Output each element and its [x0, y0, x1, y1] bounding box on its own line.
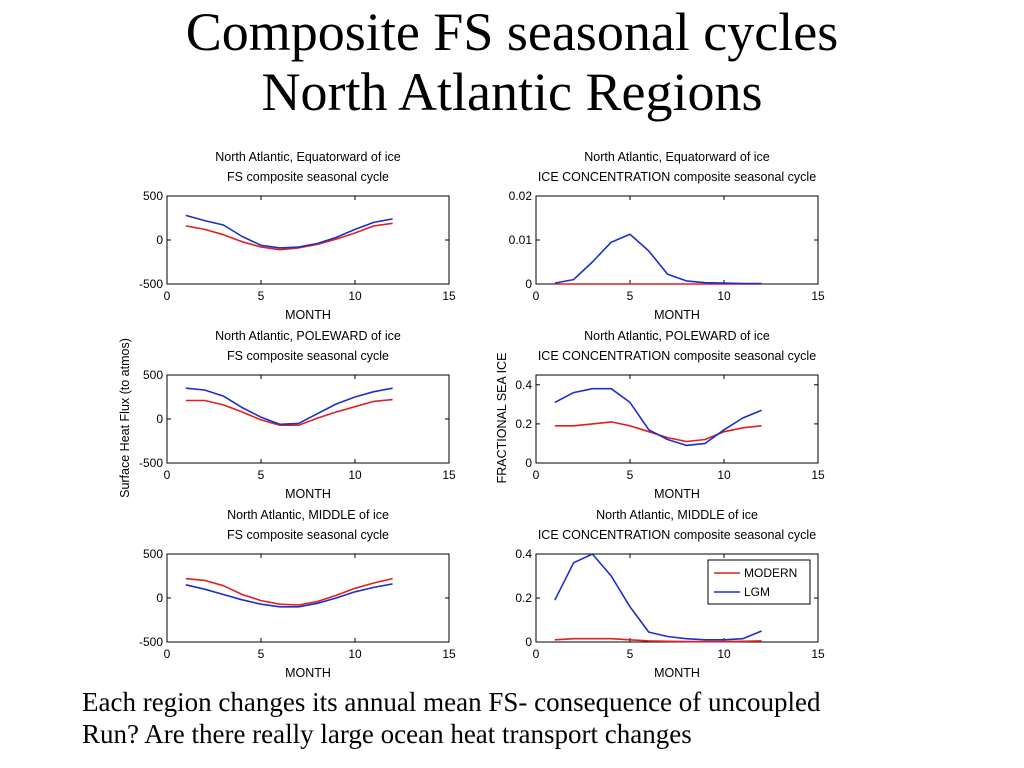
slide-title-line1: Composite FS seasonal cycles — [185, 2, 839, 62]
chart-6-xlabel: MONTH — [654, 666, 700, 680]
chart-2-xtick-label: 15 — [811, 289, 825, 303]
chart-3-xtick-label: 0 — [164, 468, 171, 482]
left-ylabel: Surface Heat Flux (to atmos) — [118, 338, 132, 498]
chart-4-xtick-label: 0 — [533, 468, 540, 482]
chart-2-title-line2: ICE CONCENTRATION composite seasonal cyc… — [538, 170, 816, 184]
chart-6-ytick-label: 0 — [525, 635, 532, 649]
chart-3-xlabel: MONTH — [285, 487, 331, 501]
chart-3-xtick-label: 15 — [442, 468, 456, 482]
right-ylabel: FRACTIONAL SEA ICE — [495, 353, 509, 484]
chart-2-xtick-label: 10 — [717, 289, 731, 303]
chart-4-ytick-label: 0.2 — [515, 417, 532, 431]
chart-3-title-line2: FS composite seasonal cycle — [227, 349, 389, 363]
chart-6-series-lgm-line — [554, 553, 762, 641]
chart-1-xtick-label: 0 — [164, 289, 171, 303]
chart-6-title-line2: ICE CONCENTRATION composite seasonal cyc… — [538, 528, 816, 542]
chart-2-title-line1: North Atlantic, Equatorward of ice — [584, 150, 770, 164]
chart-5-ytick-label: -500 — [139, 635, 163, 649]
caption-line2: Run? Are there really large ocean heat t… — [82, 719, 692, 749]
chart-1-title-line1: North Atlantic, Equatorward of ice — [215, 150, 401, 164]
chart-2-xtick-label: 0 — [533, 289, 540, 303]
chart-1-series-lgm-line — [185, 214, 393, 249]
chart-2-ytick-label: 0.02 — [509, 189, 533, 203]
chart-5-ytick-label: 500 — [143, 547, 163, 561]
chart-6-title-line1: North Atlantic, MIDDLE of ice — [596, 508, 758, 522]
chart-4-xtick-label: 10 — [717, 468, 731, 482]
chart-2-ytick-label: 0.01 — [509, 233, 533, 247]
chart-6-legend-label-lgm: LGM — [744, 585, 770, 599]
slide-title: Composite FS seasonal cycles North Atlan… — [0, 2, 1024, 122]
chart-4-xtick-label: 15 — [811, 468, 825, 482]
chart-1-xtick-label: 10 — [348, 289, 362, 303]
chart-3-xtick-label: 5 — [258, 468, 265, 482]
chart-4-xtick-label: 5 — [627, 468, 634, 482]
chart-2-xtick-label: 5 — [627, 289, 634, 303]
chart-5-xlabel: MONTH — [285, 666, 331, 680]
chart-3-xtick-label: 10 — [348, 468, 362, 482]
chart-6-xtick-label: 5 — [627, 647, 634, 661]
chart-4-ytick-label: 0 — [525, 456, 532, 470]
chart-6-ytick-label: 0.2 — [515, 591, 532, 605]
chart-2-series-lgm-line — [554, 233, 762, 285]
chart-2-ytick-label: 0 — [525, 277, 532, 291]
chart-3-ytick-label: 0 — [156, 412, 163, 426]
chart-6-xtick-label: 10 — [717, 647, 731, 661]
chart-5-ytick-label: 0 — [156, 591, 163, 605]
chart-5-axes-frame — [166, 553, 450, 643]
chart-3-series-modern-line — [185, 398, 393, 427]
chart-4-ytick-label: 0.4 — [515, 378, 532, 392]
chart-1-xtick-label: 5 — [258, 289, 265, 303]
chart-4-xlabel: MONTH — [654, 487, 700, 501]
chart-1-ytick-label: 0 — [156, 233, 163, 247]
chart-6-legend-label-modern: MODERN — [744, 566, 797, 580]
chart-6-legend-box — [707, 559, 811, 605]
chart-1-ytick-label: -500 — [139, 277, 163, 291]
chart-4-series-lgm-line — [554, 387, 762, 447]
chart-1-series-modern-line — [185, 222, 393, 251]
chart-6-ytick-label: 0.4 — [515, 547, 532, 561]
chart-4-title-line2: ICE CONCENTRATION composite seasonal cyc… — [538, 349, 816, 363]
chart-1-axes-frame — [166, 195, 450, 285]
chart-4-axes-frame — [535, 374, 819, 464]
chart-5-title-line1: North Atlantic, MIDDLE of ice — [227, 508, 389, 522]
caption-line1: Each region changes its annual mean FS- … — [82, 687, 821, 717]
slide-title-line2: North Atlantic Regions — [261, 62, 763, 122]
chart-5-series-lgm-line — [185, 583, 393, 608]
chart-2-xlabel: MONTH — [654, 308, 700, 322]
chart-5-xtick-label: 15 — [442, 647, 456, 661]
chart-3-series-lgm-line — [185, 387, 393, 426]
chart-6-xtick-label: 0 — [533, 647, 540, 661]
chart-3-ytick-label: -500 — [139, 456, 163, 470]
chart-1-title-line2: FS composite seasonal cycle — [227, 170, 389, 184]
chart-1-xlabel: MONTH — [285, 308, 331, 322]
chart-5-xtick-label: 10 — [348, 647, 362, 661]
chart-5-title-line2: FS composite seasonal cycle — [227, 528, 389, 542]
chart-3-ytick-label: 500 — [143, 368, 163, 382]
chart-1-xtick-label: 15 — [442, 289, 456, 303]
chart-1-ytick-label: 500 — [143, 189, 163, 203]
chart-6-series-modern-line — [554, 637, 762, 643]
chart-2-axes-frame — [535, 195, 819, 285]
chart-5-series-modern-line — [185, 577, 393, 606]
chart-3-title-line1: North Atlantic, POLEWARD of ice — [215, 329, 401, 343]
chart-5-xtick-label: 0 — [164, 647, 171, 661]
caption: Each region changes its annual mean FS- … — [82, 686, 1022, 750]
chart-4-title-line1: North Atlantic, POLEWARD of ice — [584, 329, 770, 343]
chart-6-xtick-label: 15 — [811, 647, 825, 661]
chart-5-xtick-label: 5 — [258, 647, 265, 661]
